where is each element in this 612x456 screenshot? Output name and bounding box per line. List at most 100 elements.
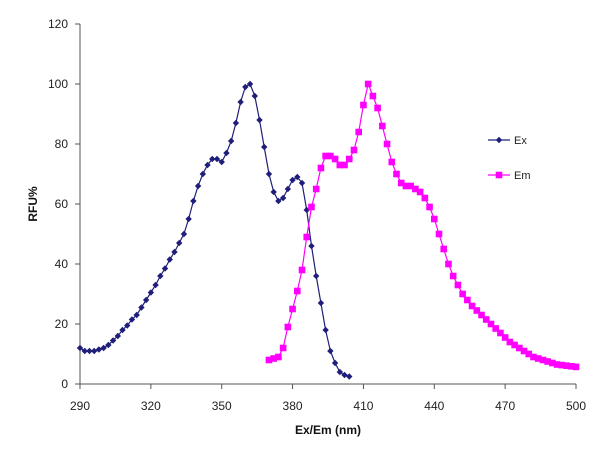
data-point-ex xyxy=(100,344,107,352)
data-point-ex xyxy=(180,230,188,238)
data-point-em xyxy=(430,215,438,223)
series-ex xyxy=(76,80,353,380)
data-point-em xyxy=(473,307,481,314)
series-em xyxy=(265,80,580,371)
data-point-em xyxy=(312,185,320,193)
data-point-em xyxy=(388,158,396,166)
y-tick-label: 0 xyxy=(61,377,68,391)
data-point-em xyxy=(308,203,315,211)
data-point-em xyxy=(298,266,306,274)
y-tick-label: 20 xyxy=(55,317,69,331)
data-point-em xyxy=(289,305,296,313)
data-point-em xyxy=(275,353,282,361)
data-point-ex xyxy=(138,304,145,311)
data-point-em xyxy=(501,334,509,341)
data-point-ex xyxy=(346,373,353,380)
data-point-em xyxy=(293,287,301,295)
data-point-em xyxy=(539,356,547,364)
data-point-em xyxy=(374,104,381,112)
data-point-em xyxy=(426,203,433,211)
data-point-em xyxy=(464,296,471,304)
x-axis-label: Ex/Em (nm) xyxy=(295,423,361,437)
data-point-em xyxy=(435,230,443,238)
data-point-ex xyxy=(270,188,277,196)
data-point-ex xyxy=(284,185,292,193)
data-point-em xyxy=(544,358,551,365)
data-point-ex xyxy=(114,332,121,340)
data-point-em xyxy=(402,182,410,190)
legend-marker-ex xyxy=(495,136,503,144)
data-point-em xyxy=(506,338,514,346)
y-tick-label: 120 xyxy=(48,17,68,31)
data-point-ex xyxy=(327,347,334,355)
data-point-ex xyxy=(308,242,315,250)
data-point-ex xyxy=(336,368,344,376)
data-point-em xyxy=(322,152,329,160)
data-point-ex xyxy=(341,371,348,379)
data-point-ex xyxy=(312,272,320,280)
data-point-ex xyxy=(279,194,287,202)
data-point-ex xyxy=(109,337,117,344)
data-point-em xyxy=(468,302,476,310)
legend-marker-em xyxy=(495,171,503,179)
data-point-ex xyxy=(204,161,211,169)
x-tick-label: 380 xyxy=(283,399,303,413)
data-point-em xyxy=(279,344,287,352)
data-point-em xyxy=(379,122,386,130)
data-point-em xyxy=(459,290,466,298)
data-point-em xyxy=(284,323,292,331)
data-point-ex xyxy=(194,182,202,190)
data-point-ex xyxy=(161,265,169,272)
data-point-em xyxy=(525,350,533,358)
data-point-em xyxy=(393,170,400,178)
data-point-ex xyxy=(275,197,282,205)
data-point-ex xyxy=(81,347,88,355)
data-point-ex xyxy=(90,347,98,355)
data-point-em xyxy=(553,361,561,368)
data-point-ex xyxy=(246,80,254,88)
data-point-em xyxy=(383,140,391,148)
data-point-ex xyxy=(199,170,207,178)
data-point-ex xyxy=(227,137,235,145)
data-point-em xyxy=(421,194,429,202)
x-tick-label: 350 xyxy=(212,399,232,413)
y-ticks: 0 20 40 60 80 100 120 xyxy=(48,17,80,391)
legend: Ex Em xyxy=(488,135,531,182)
data-point-em xyxy=(487,320,495,328)
data-point-em xyxy=(440,245,448,253)
data-point-em xyxy=(449,272,457,280)
data-point-ex xyxy=(317,299,325,307)
data-point-ex xyxy=(166,256,173,263)
data-point-ex xyxy=(171,248,178,256)
data-point-ex xyxy=(190,197,197,205)
data-point-em xyxy=(270,355,277,362)
data-point-ex xyxy=(128,316,136,323)
data-point-ex xyxy=(218,158,225,166)
data-point-ex xyxy=(209,155,216,163)
data-point-ex xyxy=(256,116,263,124)
y-tick-label: 40 xyxy=(55,257,69,271)
data-point-ex xyxy=(142,296,150,304)
data-point-em xyxy=(336,161,344,169)
data-point-em xyxy=(520,347,528,355)
data-point-ex xyxy=(223,149,230,157)
data-point-ex xyxy=(124,322,131,329)
data-point-ex xyxy=(147,289,155,296)
y-tick-label: 60 xyxy=(55,197,69,211)
x-tick-label: 410 xyxy=(353,399,373,413)
y-tick-label: 100 xyxy=(48,77,68,91)
data-point-ex xyxy=(322,326,329,334)
data-point-em xyxy=(397,179,405,187)
data-point-em xyxy=(497,329,504,337)
data-point-em xyxy=(482,316,490,323)
x-tick-label: 320 xyxy=(141,399,161,413)
data-point-em xyxy=(454,281,462,289)
data-point-em xyxy=(511,341,518,349)
data-point-ex xyxy=(86,347,93,355)
data-point-em xyxy=(412,185,419,193)
x-tick-label: 290 xyxy=(70,399,90,413)
data-point-ex xyxy=(119,326,126,334)
data-point-em xyxy=(364,80,372,88)
data-point-ex xyxy=(185,215,192,223)
